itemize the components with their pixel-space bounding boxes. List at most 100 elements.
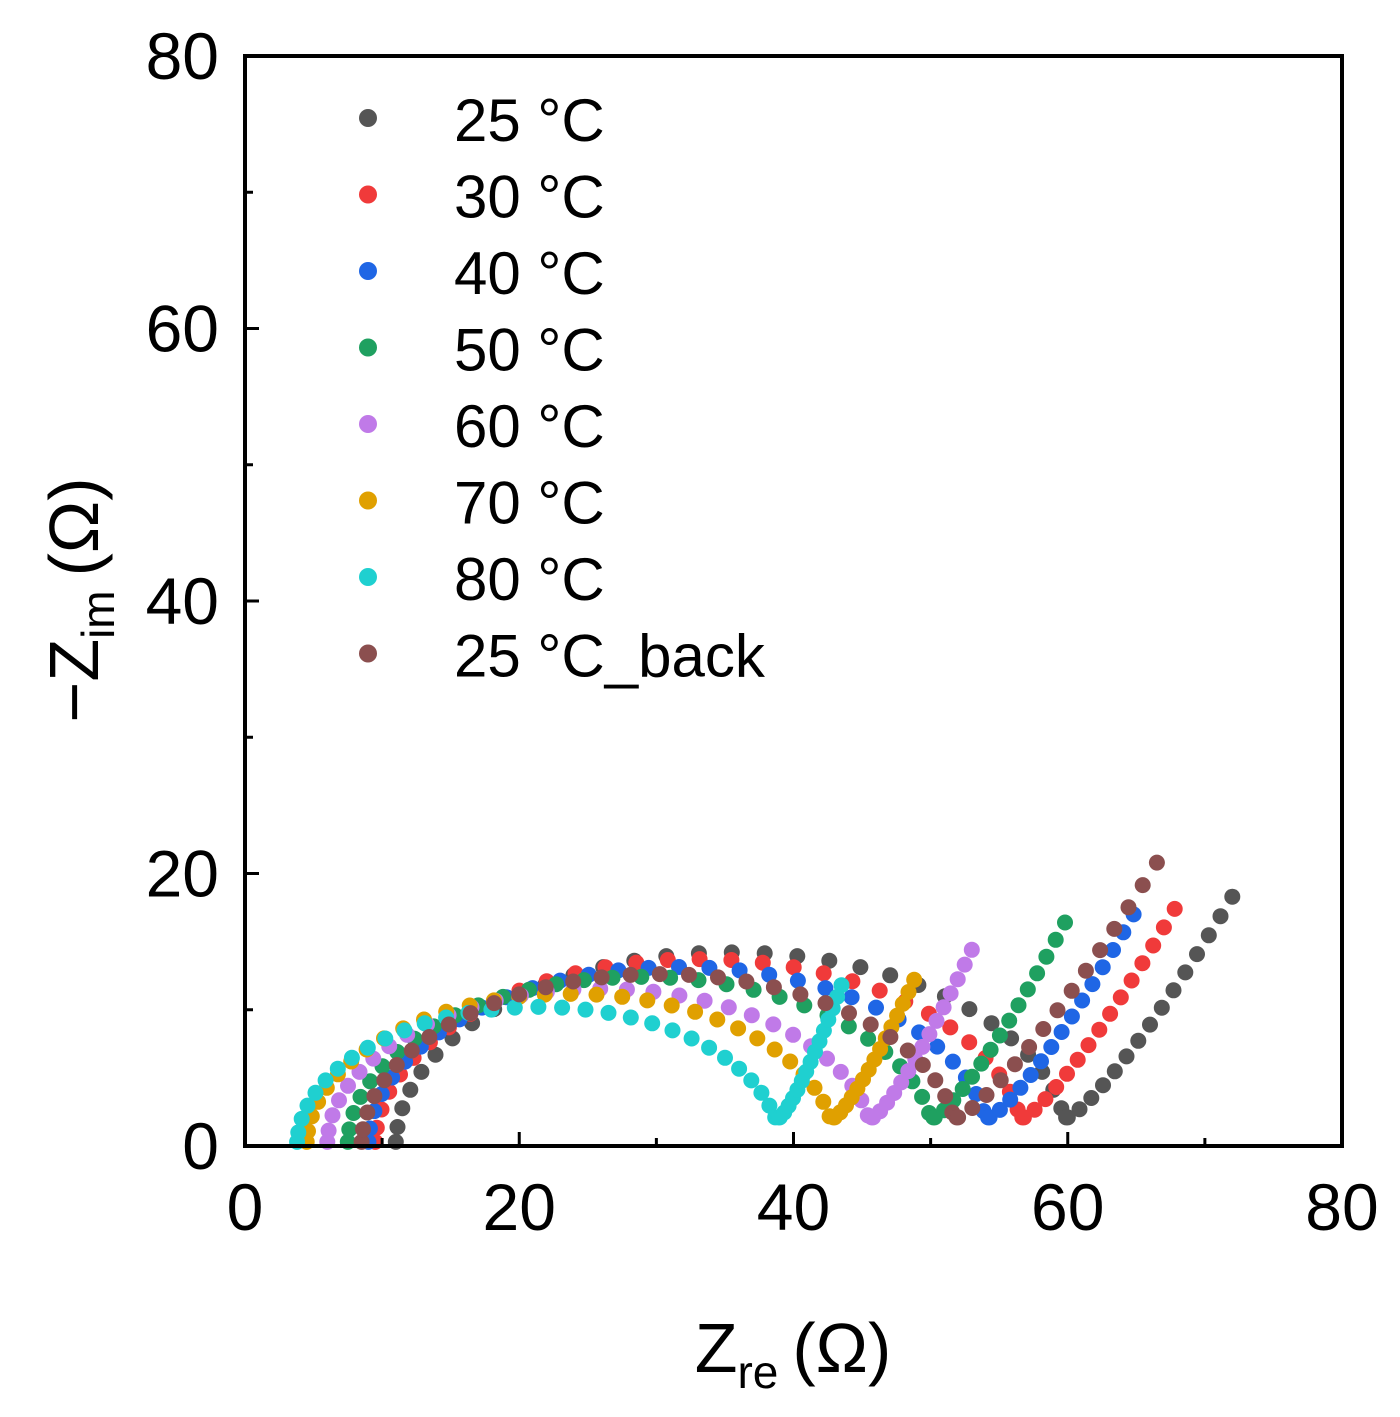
data-point	[1049, 1002, 1066, 1019]
data-point	[964, 1068, 980, 1085]
data-point	[1106, 920, 1123, 937]
legend-label: 40 °C	[454, 240, 605, 307]
data-point	[1130, 1032, 1147, 1049]
data-point	[843, 989, 860, 1006]
data-point	[961, 1001, 978, 1018]
data-point	[840, 1018, 857, 1035]
data-point	[614, 988, 631, 1005]
data-point	[978, 1087, 995, 1103]
data-point	[1074, 992, 1091, 1009]
data-point	[1059, 1109, 1076, 1126]
data-point	[664, 1022, 681, 1039]
legend-item-30-c: 30 °C	[359, 164, 605, 231]
data-point	[914, 1088, 931, 1105]
data-point	[991, 1101, 1008, 1118]
data-point	[413, 1063, 430, 1080]
legend-label: 60 °C	[454, 393, 605, 460]
data-point	[651, 966, 668, 983]
data-point	[792, 986, 809, 1003]
data-point	[359, 1039, 376, 1056]
legend-item-80-c: 80 °C	[359, 546, 605, 613]
data-point	[554, 999, 571, 1016]
data-point	[1026, 1101, 1043, 1118]
data-point	[341, 1121, 358, 1138]
y-tick-label: 80	[146, 19, 219, 93]
data-point	[937, 1088, 954, 1105]
data-point	[1102, 1005, 1119, 1022]
data-point	[345, 1105, 362, 1121]
legend-marker	[359, 415, 377, 433]
data-point	[871, 982, 888, 999]
data-point	[1224, 888, 1241, 905]
data-point	[663, 997, 680, 1014]
data-point	[1112, 989, 1129, 1006]
data-point	[950, 1109, 967, 1126]
data-point	[396, 1022, 413, 1039]
data-point	[815, 965, 832, 982]
data-point	[1022, 1067, 1039, 1083]
data-point	[1148, 854, 1165, 871]
legend-item-60-c: 60 °C	[359, 393, 605, 460]
data-point	[730, 1020, 747, 1037]
data-point	[421, 1029, 438, 1045]
data-point	[761, 966, 778, 983]
data-point	[1092, 942, 1109, 959]
data-point	[935, 999, 952, 1016]
data-point	[320, 1122, 337, 1139]
data-point	[1063, 1008, 1080, 1025]
data-point	[1048, 1079, 1065, 1095]
data-point	[832, 1063, 849, 1080]
data-point	[307, 1084, 324, 1101]
data-point	[717, 1049, 733, 1066]
data-point	[1091, 1021, 1108, 1038]
data-point	[906, 971, 923, 988]
data-point	[1200, 927, 1217, 944]
data-point	[954, 1081, 971, 1097]
data-point	[862, 1016, 879, 1033]
data-point	[1094, 959, 1111, 976]
data-point	[324, 1107, 341, 1124]
data-point	[362, 1073, 379, 1090]
x-axis-label-sub: re	[737, 1346, 778, 1398]
data-point	[622, 966, 639, 983]
data-point	[1059, 1065, 1075, 1082]
data-point	[1063, 982, 1080, 999]
data-point	[914, 1038, 931, 1055]
data-point	[565, 973, 582, 990]
data-point	[761, 1097, 778, 1114]
data-point	[817, 995, 834, 1012]
data-point	[709, 1011, 726, 1028]
data-point	[701, 1039, 718, 1056]
data-point	[1012, 1079, 1029, 1096]
data-point	[949, 971, 966, 988]
data-point	[1153, 999, 1170, 1016]
data-point	[486, 995, 503, 1012]
data-point	[1035, 1021, 1052, 1037]
data-point	[1166, 900, 1183, 917]
y-axis-label: −Zim (Ω)	[35, 477, 124, 722]
x-axis-label-main: Z	[695, 1309, 738, 1387]
data-point	[1134, 955, 1151, 972]
data-point	[754, 954, 771, 971]
data-point	[644, 1015, 661, 1032]
data-point	[806, 1079, 823, 1096]
x-tick-label: 80	[1305, 1170, 1378, 1244]
legend-marker	[359, 568, 377, 586]
data-point	[329, 1060, 346, 1077]
legend-marker	[359, 109, 377, 127]
data-point	[841, 1005, 857, 1022]
data-point	[766, 1041, 783, 1058]
legend: 25 °C 30 °C 40 °C 50 °C 60 °C 70 °C 80 °C 25 °C…	[359, 87, 766, 690]
data-point	[789, 972, 806, 989]
plot-area	[289, 854, 1241, 1150]
data-point	[588, 986, 605, 1003]
data-point	[868, 999, 884, 1016]
legend-item-50-c: 50 °C	[359, 317, 605, 384]
data-point	[982, 1041, 999, 1058]
data-point	[1155, 919, 1172, 936]
data-point	[1029, 965, 1046, 982]
legend-label: 50 °C	[454, 317, 605, 384]
legend-label: 25 °C_back	[454, 623, 766, 690]
data-point	[819, 1050, 835, 1067]
legend-label: 30 °C	[454, 164, 605, 231]
